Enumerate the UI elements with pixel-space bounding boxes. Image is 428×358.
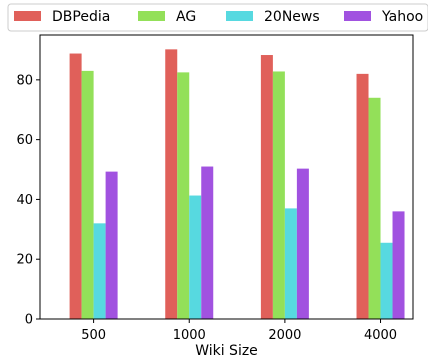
y-tick-label: 40 bbox=[16, 193, 33, 208]
bar-20news-2000 bbox=[284, 208, 297, 319]
legend-label-dbpedia: DBPedia bbox=[52, 9, 110, 25]
legend-label-20news: 20News bbox=[264, 9, 320, 25]
y-axis: 0 20 40 60 80 bbox=[16, 73, 40, 328]
legend-swatch-ag bbox=[138, 11, 165, 21]
bar-20news-500 bbox=[93, 223, 106, 319]
bar-yahoo-500 bbox=[105, 171, 118, 319]
bar-20news-4000 bbox=[380, 242, 393, 319]
bar-yahoo-2000 bbox=[296, 168, 309, 319]
x-tick-label: 500 bbox=[81, 328, 106, 343]
legend-label-ag: AG bbox=[176, 9, 196, 25]
bar-dbpedia-2000 bbox=[260, 55, 273, 319]
plot-frame bbox=[39, 34, 414, 320]
y-tick-label: 80 bbox=[16, 73, 33, 88]
y-tick-label: 60 bbox=[16, 133, 33, 148]
bar-ag-4000 bbox=[368, 97, 381, 319]
bar-dbpedia-1000 bbox=[165, 49, 178, 319]
bars bbox=[69, 49, 405, 320]
x-axis: 500 1000 2000 4000 bbox=[81, 319, 397, 343]
bar-yahoo-1000 bbox=[201, 166, 214, 319]
bar-ag-500 bbox=[81, 70, 94, 319]
x-axis-title: Wiki Size bbox=[195, 343, 258, 358]
bar-20news-1000 bbox=[189, 195, 202, 319]
bar-ag-1000 bbox=[177, 72, 190, 319]
legend-box bbox=[7, 3, 428, 32]
legend: DBPedia AG 20News Yahoo bbox=[7, 3, 428, 32]
x-tick-label: 1000 bbox=[173, 328, 206, 343]
x-tick-label: 4000 bbox=[364, 328, 397, 343]
bar-dbpedia-4000 bbox=[356, 73, 369, 319]
bar-dbpedia-500 bbox=[69, 53, 82, 320]
legend-swatch-yahoo bbox=[344, 11, 371, 21]
y-tick-label: 20 bbox=[16, 253, 33, 268]
x-tick-label: 2000 bbox=[268, 328, 301, 343]
bar-ag-2000 bbox=[272, 71, 285, 319]
legend-swatch-dbpedia bbox=[14, 11, 41, 21]
bar-yahoo-4000 bbox=[392, 211, 405, 319]
y-tick-label: 0 bbox=[25, 313, 33, 328]
legend-label-yahoo: Yahoo bbox=[381, 9, 423, 25]
legend-swatch-20news bbox=[226, 11, 253, 21]
